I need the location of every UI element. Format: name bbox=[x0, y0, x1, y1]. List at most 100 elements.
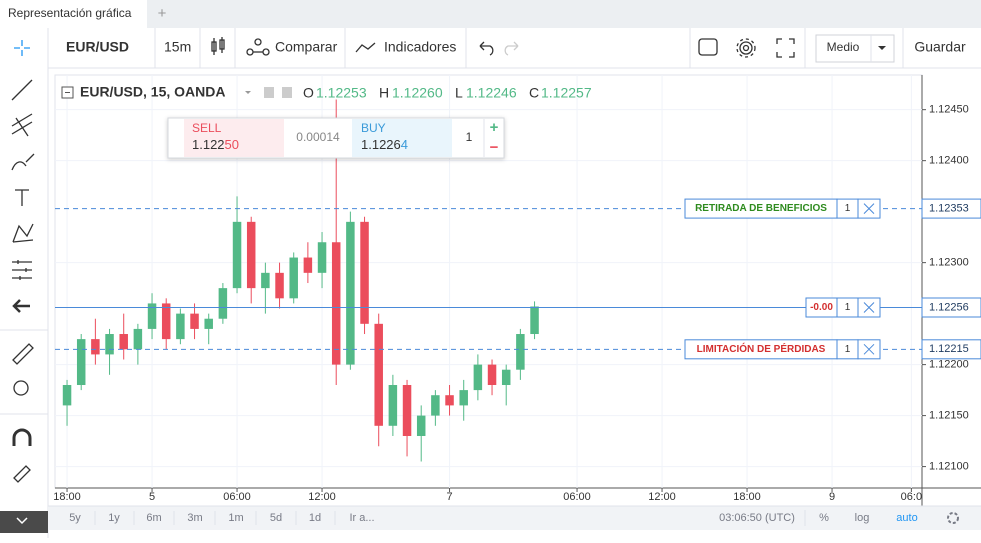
range-button[interactable]: 5y bbox=[69, 512, 81, 524]
order-qty: 1 bbox=[845, 344, 851, 355]
y-tick-label: 1.12200 bbox=[929, 359, 969, 371]
tab-bar bbox=[0, 0, 981, 28]
sell-price-main: 1.122 bbox=[192, 137, 225, 152]
tab-title: Representación gráfica bbox=[8, 6, 132, 20]
candle-body bbox=[303, 257, 313, 273]
candle-body bbox=[161, 303, 171, 340]
trend-line-tool[interactable] bbox=[11, 79, 33, 101]
x-tick-label: 7 bbox=[446, 491, 452, 503]
candle-body bbox=[459, 390, 468, 406]
candle-body bbox=[445, 395, 454, 406]
undo[interactable] bbox=[479, 41, 494, 56]
increase[interactable]: + bbox=[490, 119, 499, 136]
decrease[interactable]: − bbox=[490, 139, 499, 156]
redo[interactable] bbox=[504, 41, 519, 56]
log-toggle[interactable]: log bbox=[855, 512, 870, 524]
range-button[interactable]: 6m bbox=[146, 512, 161, 524]
candle-body bbox=[360, 221, 369, 324]
measure-tool[interactable] bbox=[12, 343, 34, 365]
legend-dropdown[interactable] bbox=[245, 91, 251, 94]
candle-body bbox=[289, 257, 298, 299]
ohlc-label: L bbox=[455, 85, 463, 101]
x-tick-label: 12:00 bbox=[308, 491, 336, 503]
price-axis[interactable] bbox=[922, 75, 981, 488]
ohlc-value: 1.12246 bbox=[466, 85, 517, 101]
candle-body bbox=[62, 385, 72, 406]
ohlc-label: H bbox=[379, 85, 389, 101]
sell-label: SELL bbox=[192, 121, 222, 135]
ohlc: O 1.12253 H 1.12260 L 1.12246 C 1.12257 bbox=[303, 85, 592, 101]
tab[interactable] bbox=[0, 0, 147, 28]
order-label: LIMITACIÓN DE PÉRDIDAS bbox=[697, 342, 826, 355]
brush-tool[interactable] bbox=[11, 153, 35, 171]
quantity[interactable]: 1 bbox=[466, 130, 473, 144]
widget-toggle[interactable] bbox=[698, 38, 718, 56]
ohlc-value: 1.12260 bbox=[392, 85, 443, 101]
crosshair-tool[interactable] bbox=[14, 40, 30, 56]
ohlc-value: 1.12257 bbox=[541, 85, 592, 101]
fib-tool[interactable] bbox=[11, 113, 33, 137]
candle-body bbox=[501, 369, 511, 386]
candle-body bbox=[190, 313, 199, 329]
compare-icon[interactable] bbox=[246, 38, 270, 56]
legend-title[interactable]: EUR/USD, 15, OANDA bbox=[80, 84, 225, 100]
zoom-tool[interactable] bbox=[13, 380, 29, 396]
eye-icon[interactable] bbox=[264, 87, 274, 98]
bottom-bar bbox=[48, 506, 981, 530]
add-tab[interactable]: + bbox=[158, 5, 167, 22]
trade-widget: SELL 1.12250 0.00014 BUY 1.12264 1 + − bbox=[167, 117, 505, 159]
indicators-icon[interactable] bbox=[355, 42, 376, 53]
layout-label: Medio bbox=[827, 40, 860, 54]
price-label-box bbox=[921, 297, 981, 318]
save[interactable]: Guardar bbox=[914, 39, 966, 55]
range-button[interactable]: 1m bbox=[228, 512, 243, 524]
sell-button[interactable] bbox=[184, 119, 284, 157]
price-label-box bbox=[921, 198, 981, 219]
lock-draw-tool[interactable] bbox=[13, 465, 31, 483]
order-close-icon bbox=[863, 302, 875, 313]
prediction-tool[interactable] bbox=[12, 260, 32, 280]
candle-body bbox=[204, 318, 213, 329]
buy-price: 1.12264 bbox=[361, 137, 408, 152]
x-tick-label: 18:00 bbox=[733, 491, 761, 503]
order-close-icon bbox=[863, 343, 875, 355]
interval[interactable]: 15m bbox=[164, 39, 191, 55]
range-button[interactable]: 5d bbox=[270, 512, 282, 524]
candle-body bbox=[374, 323, 383, 426]
sell-price: 1.12250 bbox=[192, 137, 239, 152]
magnet-tool[interactable] bbox=[12, 428, 32, 446]
order-label: RETIRADA DE BENEFICIOS bbox=[695, 203, 827, 214]
compare[interactable]: Comparar bbox=[275, 39, 338, 55]
settings[interactable] bbox=[736, 38, 756, 58]
axis-settings[interactable] bbox=[947, 512, 959, 524]
candle-body bbox=[218, 288, 228, 319]
back-tool[interactable] bbox=[12, 299, 30, 313]
text-tool[interactable] bbox=[15, 189, 29, 206]
y-tick-label: 1.12400 bbox=[929, 155, 969, 167]
y-tick-label: 1.12300 bbox=[929, 257, 969, 269]
candle-body bbox=[530, 306, 539, 335]
range-button[interactable]: 1d bbox=[309, 512, 321, 524]
range-button[interactable]: 3m bbox=[187, 512, 202, 524]
buy-price-pips: 4 bbox=[401, 137, 408, 152]
candle-body bbox=[147, 303, 157, 329]
percent-toggle[interactable]: % bbox=[819, 512, 829, 524]
x-tick-label: 5 bbox=[149, 491, 155, 503]
symbol[interactable]: EUR/USD bbox=[66, 39, 129, 55]
range-buttons: 5y 1y 6m 3m 1m 5d 1d bbox=[69, 511, 336, 525]
candle-body bbox=[232, 221, 242, 289]
buy-button[interactable] bbox=[352, 119, 452, 157]
settings-icon[interactable] bbox=[282, 87, 292, 98]
chart-style-icon[interactable] bbox=[211, 37, 225, 55]
range-button[interactable]: 1y bbox=[108, 512, 120, 524]
buy-label: BUY bbox=[361, 121, 386, 135]
indicators[interactable]: Indicadores bbox=[384, 39, 456, 55]
goto-date[interactable]: Ir a... bbox=[349, 512, 374, 524]
fullscreen[interactable] bbox=[776, 38, 795, 58]
candle-body bbox=[105, 334, 114, 355]
pattern-tool[interactable] bbox=[12, 223, 34, 243]
candle-body bbox=[388, 385, 398, 426]
auto-toggle[interactable]: auto bbox=[896, 512, 917, 524]
candle-body bbox=[487, 364, 497, 386]
left-toolbar bbox=[0, 28, 48, 538]
